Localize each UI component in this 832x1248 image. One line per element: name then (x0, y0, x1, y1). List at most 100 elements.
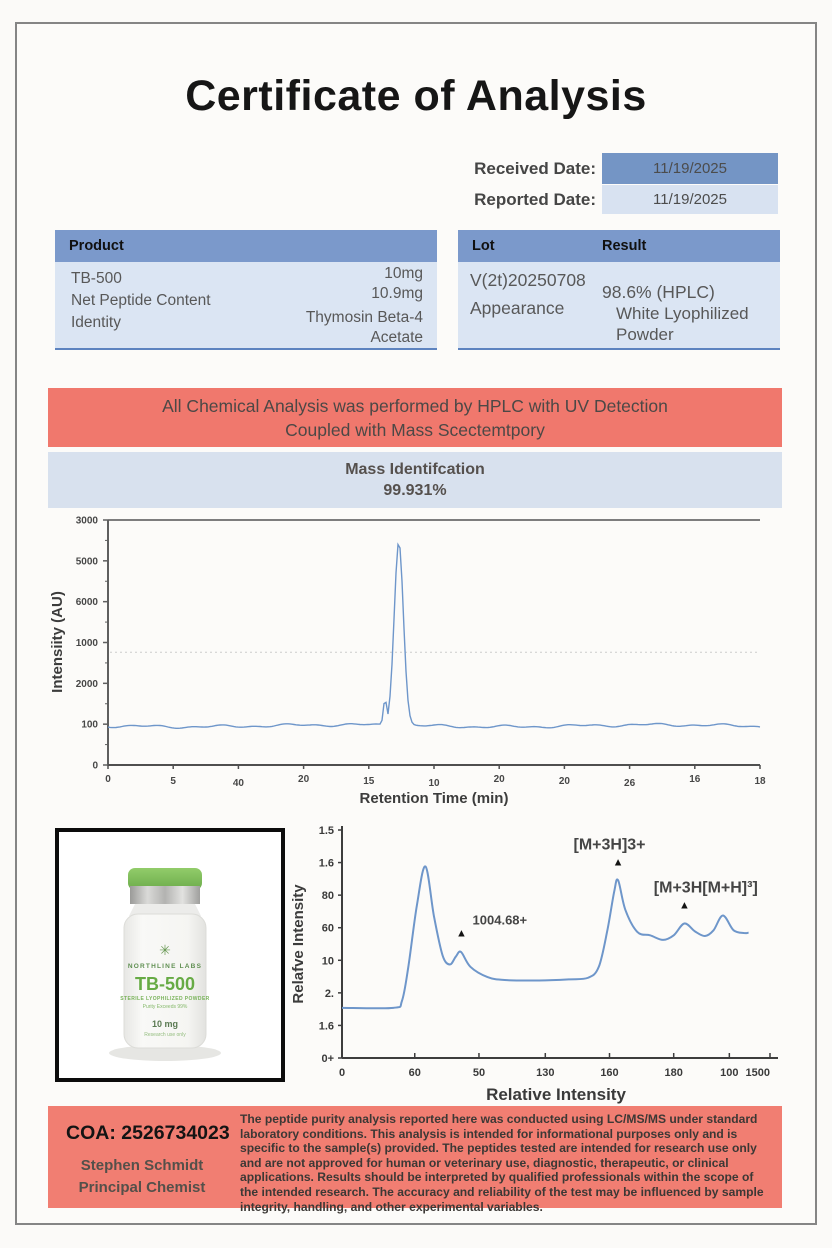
svg-text:0: 0 (339, 1067, 345, 1079)
svg-text:100: 100 (81, 720, 98, 731)
svg-text:15: 15 (363, 776, 375, 787)
footer-banner: COA: 2526734023 Stephen Schmidt Principa… (48, 1106, 782, 1214)
product-photo-frame: ✳ NORTHLINE LABS TB-500 STERILE LYOPHILI… (55, 828, 285, 1082)
vial-body (123, 913, 207, 1049)
lot-table-header: Lot Result (458, 230, 780, 262)
table-row: TB-500 (71, 270, 122, 287)
svg-text:18: 18 (754, 776, 766, 787)
lot-values: V(2t)20250708 Appearance (470, 266, 586, 322)
svg-text:1.5: 1.5 (319, 825, 334, 837)
analysis-banner-line1: All Chemical Analysis was performed by H… (162, 395, 668, 416)
lot-table-body: V(2t)20250708 Appearance 98.6% (HPLC) Wh… (458, 262, 780, 348)
svg-text:100: 100 (720, 1067, 738, 1079)
svg-text:[M+3H]3+: [M+3H]3+ (573, 836, 645, 853)
received-date-value: 11/19/2025 (602, 153, 778, 184)
vial-shadow (109, 1045, 221, 1061)
vial-product-name: TB-500 (135, 974, 195, 994)
svg-text:180: 180 (665, 1067, 683, 1079)
svg-text:5000: 5000 (76, 556, 99, 567)
received-date-row: Received Date: 11/19/2025 (416, 153, 778, 184)
mass-spectrum-chart: 1.5 1.6 80 60 10 2. 1.6 0+ 0 60 50 130 160 180 100 1500… (290, 825, 778, 1104)
table-cell: Thymosin Beta-4 (305, 309, 423, 326)
product-table: Product TB-500 Net Peptide Content Ident… (55, 230, 437, 350)
svg-text:1004.68+: 1004.68+ (473, 913, 528, 928)
svg-text:20: 20 (559, 776, 571, 787)
vial-dose: 10 mg (152, 1019, 178, 1029)
vial-subtitle: STERILE LYOPHILIZED POWDER (120, 996, 209, 1002)
svg-text:16: 16 (689, 774, 701, 785)
mass-id-value: 99.931% (383, 482, 447, 499)
svg-text:0: 0 (105, 774, 111, 785)
svg-text:Relative Intensity: Relative Intensity (486, 1085, 626, 1104)
mass-identification-banner: Mass Identifcation 99.931% (48, 452, 782, 508)
svg-text:5: 5 (170, 776, 176, 787)
page-title: Certificate of Analysis (185, 72, 647, 120)
svg-text:50: 50 (473, 1067, 485, 1079)
disclaimer-text: The peptide purity analysis reported her… (240, 1112, 764, 1214)
svg-text:20: 20 (298, 774, 310, 785)
reported-date-value: 11/19/2025 (602, 185, 778, 214)
product-table-header: Product (55, 230, 437, 262)
svg-text:160: 160 (600, 1067, 618, 1079)
table-cell: White Lyophilized Powder (616, 304, 749, 344)
svg-text:▲: ▲ (456, 928, 467, 940)
table-cell: 10mg (384, 265, 423, 282)
svg-text:60: 60 (322, 923, 334, 935)
vial-cap (128, 868, 202, 890)
svg-text:1.6: 1.6 (319, 858, 334, 870)
vial-crimp-band (130, 886, 200, 904)
svg-text:10: 10 (322, 955, 334, 967)
received-date-label: Received Date: (474, 158, 596, 178)
product-values: 10mg 10.9mg Thymosin Beta-4 Acetate (306, 264, 423, 348)
svg-text:2.: 2. (325, 988, 334, 1000)
product-vial-image: ✳ NORTHLINE LABS TB-500 STERILE LYOPHILI… (109, 868, 221, 1061)
signer-name: Stephen Schmidt (80, 1157, 204, 1174)
svg-text:0: 0 (92, 761, 98, 772)
result-header-cell: Result (602, 238, 647, 254)
vial-neck (129, 904, 201, 916)
table-cell: 98.6% (HPLC) (602, 282, 715, 302)
analysis-banner-line2: Coupled with Mass Scectemtpory (285, 419, 545, 440)
svg-text:1500: 1500 (746, 1067, 770, 1079)
table-cell: 10.9mg (371, 285, 423, 302)
svg-text:0+: 0+ (321, 1053, 334, 1065)
svg-text:20: 20 (494, 774, 506, 785)
svg-text:▲: ▲ (613, 856, 624, 868)
result-values: 98.6% (HPLC) White Lyophilized Powder (602, 282, 766, 345)
signer-title: Principal Chemist (78, 1179, 206, 1196)
svg-text:[M+3H[M+H]³]: [M+3H[M+H]³] (654, 880, 758, 897)
product-header-cell: Product (69, 238, 124, 254)
svg-text:▲: ▲ (679, 900, 690, 912)
svg-text:26: 26 (624, 778, 636, 789)
svg-text:6000: 6000 (76, 597, 99, 608)
table-row: Net Peptide Content (71, 292, 211, 309)
table-cell: Appearance (470, 298, 565, 318)
reported-date-label: Reported Date: (474, 189, 596, 209)
svg-text:Intensiity (AU): Intensiity (AU) (49, 591, 66, 693)
vial-logo-icon: ✳ (159, 942, 171, 958)
signer-block: Stephen Schmidt Principal Chemist (56, 1155, 228, 1199)
vial-note: Research use only (144, 1032, 186, 1038)
svg-text:80: 80 (322, 890, 334, 902)
svg-text:130: 130 (536, 1067, 554, 1079)
coa-number: COA: 2526734023 (66, 1122, 230, 1144)
product-labels: TB-500 Net Peptide Content Identity (71, 268, 211, 334)
svg-text:10: 10 (428, 778, 440, 789)
table-row: Identity (71, 314, 121, 331)
analysis-method-banner: All Chemical Analysis was performed by H… (48, 388, 782, 447)
table-cell: Acetate (370, 329, 423, 346)
reported-date-row: Reported Date: 11/19/2025 (416, 185, 778, 214)
svg-text:40: 40 (233, 778, 245, 789)
lot-result-table: Lot Result V(2t)20250708 Appearance 98.6… (458, 230, 780, 350)
table-cell: V(2t)20250708 (470, 270, 586, 290)
svg-text:Retention Time (min): Retention Time (min) (360, 790, 509, 807)
svg-text:2000: 2000 (76, 679, 99, 690)
vial-purity: Purity Exceeds 99% (143, 1004, 188, 1010)
svg-text:60: 60 (409, 1067, 421, 1079)
svg-text:1000: 1000 (76, 638, 99, 649)
svg-text:1.6: 1.6 (319, 1020, 334, 1032)
product-table-body: TB-500 Net Peptide Content Identity 10mg… (55, 262, 437, 348)
lot-header-cell: Lot (472, 238, 495, 254)
